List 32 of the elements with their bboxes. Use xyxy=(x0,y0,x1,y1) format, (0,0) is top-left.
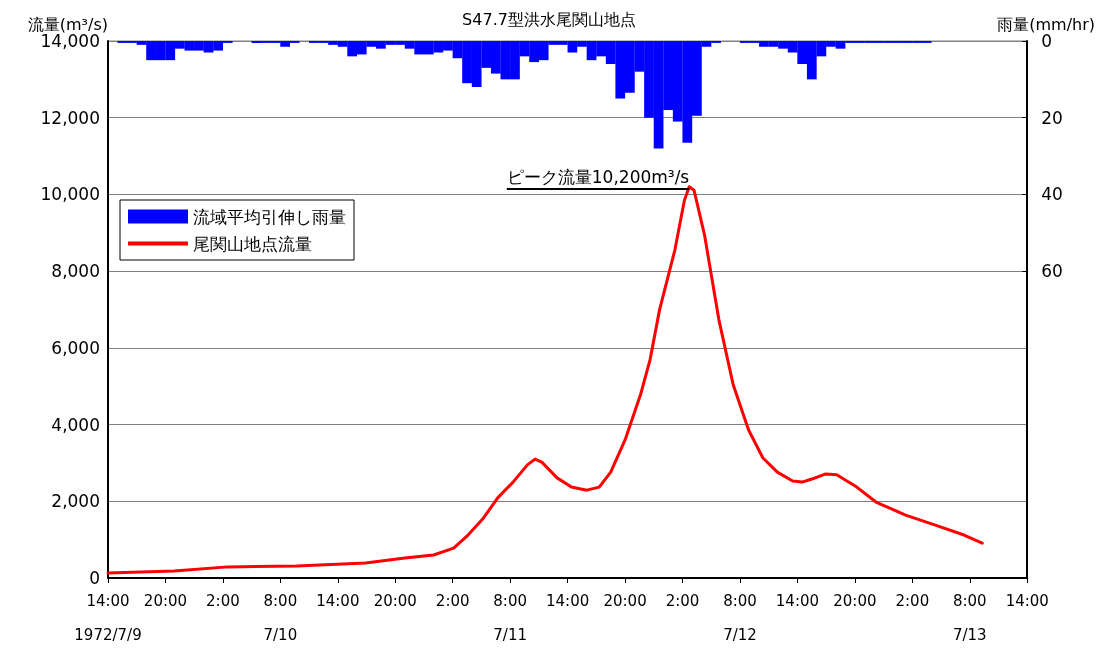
y2-tick-label: 40 xyxy=(1041,184,1063,205)
y-tick-label: 0 xyxy=(89,568,100,588)
chart-title: S47.7型洪水尾関山地点 xyxy=(462,9,636,29)
x-tick-label: 20:00 xyxy=(143,591,188,610)
x-tick-label: 2:00 xyxy=(435,591,470,610)
y-tick-label: 10,000 xyxy=(40,184,100,205)
y-tick-label: 8,000 xyxy=(51,261,100,282)
y-tick-label: 6,000 xyxy=(51,337,100,358)
x-tick-label: 2:00 xyxy=(665,591,700,610)
x-tick-label: 14:00 xyxy=(775,591,820,610)
x-tick-label: 20:00 xyxy=(833,591,877,610)
y2-tick-label: 60 xyxy=(1041,261,1063,282)
x-tick-label: 8:00 7/12 xyxy=(723,591,757,644)
x-tick-label: 14:00 1972/7/9 xyxy=(74,591,142,644)
x-tick-label: 20:00 xyxy=(603,591,647,610)
x-tick-label: 20:00 xyxy=(373,591,417,610)
legend-label: 尾関山地点流量 xyxy=(193,233,312,254)
legend-label: 流域平均引伸し雨量 xyxy=(193,206,346,227)
annotation: ピーク流量10,200m³/s xyxy=(505,165,690,189)
y-tick-label: 4,000 xyxy=(51,414,100,435)
y-axis-title: 流量(m³/s) xyxy=(27,15,108,35)
y-tick-label: 12,000 xyxy=(40,107,100,128)
x-tick-label: 14:00 xyxy=(1005,591,1049,610)
x-tick-label: 2:00 xyxy=(206,591,240,610)
x-tick-label: 8:00 7/13 xyxy=(952,591,987,644)
x-tick-label: 14:00 xyxy=(316,591,360,610)
x-tick-label: 8:00 7/10 xyxy=(263,591,298,644)
x-tick-label: 8:00 7/11 xyxy=(493,591,528,644)
y-tick-label: 2,000 xyxy=(51,491,100,512)
y2-tick-label: 20 xyxy=(1041,107,1063,128)
x-tick-label: 14:00 xyxy=(546,591,590,610)
x-tick-label: 2:00 xyxy=(895,591,930,610)
